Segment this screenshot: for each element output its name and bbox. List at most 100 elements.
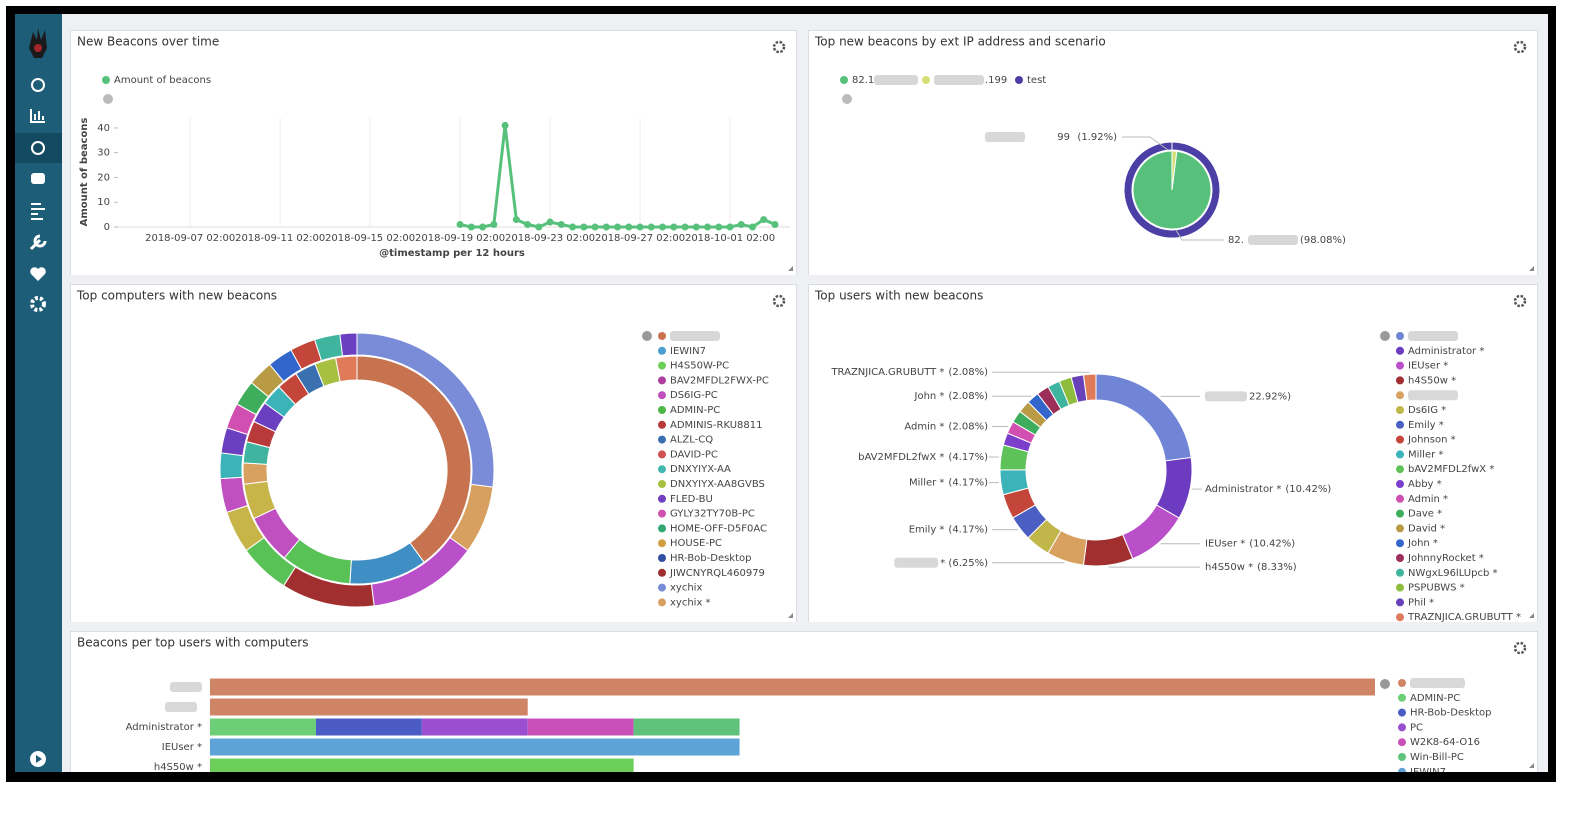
legend-label[interactable]: NWgxL96lLUpcb * xyxy=(1408,568,1497,579)
legend-label[interactable]: IEWIN7 xyxy=(670,346,706,357)
nav-devtools[interactable] xyxy=(29,234,47,251)
legend-label[interactable]: ADMIN-PC xyxy=(670,405,720,416)
legend-label[interactable]: Miller * xyxy=(1408,449,1443,460)
legend-swatch xyxy=(1396,524,1404,533)
legend-label[interactable]: JohnnyRocket * xyxy=(1407,553,1484,564)
legend-label[interactable]: FLED-BU xyxy=(670,494,713,505)
legend-label[interactable]: Ds6IG * xyxy=(1408,405,1446,416)
legend-swatch xyxy=(658,554,666,562)
legend-label[interactable]: DNXYIYX-AA8GVBS xyxy=(670,479,765,490)
legend-label[interactable]: David * xyxy=(1408,523,1445,534)
legend-swatch xyxy=(1398,723,1406,732)
legend-label[interactable]: HOUSE-PC xyxy=(670,538,722,549)
y-tick-label: IEUser * xyxy=(162,742,202,753)
legend-swatch xyxy=(658,391,666,400)
legend-label[interactable]: HR-Bob-Desktop xyxy=(1410,708,1492,719)
legend-label[interactable]: TRAZNJICA.GRUBUTT * xyxy=(1407,612,1521,623)
legend-collapse[interactable] xyxy=(1380,331,1390,341)
x-axis-label: @timestamp per 12 hours xyxy=(379,248,525,259)
line-point xyxy=(546,218,554,226)
legend-swatch xyxy=(840,76,848,84)
legend-label[interactable]: Phil * xyxy=(1408,597,1434,608)
legend-label[interactable]: ADMIN-PC xyxy=(1410,693,1460,704)
panel-settings[interactable] xyxy=(1513,40,1527,54)
legend-label[interactable]: 82.1 xyxy=(852,75,874,86)
legend-swatch xyxy=(1398,679,1406,687)
legend-label[interactable]: Dave * xyxy=(1408,509,1442,520)
legend-collapse[interactable] xyxy=(842,94,852,104)
legend-label[interactable]: Amount of beacons xyxy=(114,75,211,86)
line-point xyxy=(512,216,520,224)
legend-label[interactable]: IEUser * xyxy=(1408,361,1448,372)
legend-label[interactable]: Administrator * xyxy=(1408,346,1484,357)
line-point xyxy=(692,223,700,231)
legend-label[interactable]: xychix * xyxy=(670,597,711,608)
legend-swatch xyxy=(1396,332,1404,340)
legend-swatch xyxy=(1398,693,1406,702)
legend-label[interactable]: h4S50w * xyxy=(1408,375,1456,386)
legend-swatch xyxy=(658,480,666,488)
slice-label: IEUser * (10.42%) xyxy=(1205,539,1295,550)
legend-collapse[interactable] xyxy=(642,331,652,341)
resize-handle xyxy=(1529,763,1534,768)
legend-label[interactable]: H4S50W-PC xyxy=(670,361,729,372)
legend-label[interactable]: PSPUBWS * xyxy=(1408,583,1465,594)
legend-label[interactable]: test xyxy=(1027,75,1046,86)
redacted-text xyxy=(670,331,720,341)
logo[interactable] xyxy=(29,28,47,58)
legend-label[interactable]: Admin * xyxy=(1408,494,1448,505)
bar-segment xyxy=(210,738,740,756)
slice-label: bAV2MFDL2fwX * (4.17%) xyxy=(858,452,988,463)
panel-settings[interactable] xyxy=(1513,294,1527,308)
legend-label[interactable]: HR-Bob-Desktop xyxy=(670,553,752,564)
legend-collapse[interactable] xyxy=(103,94,113,104)
panel-title: Beacons per top users with computers xyxy=(77,636,308,650)
legend-label[interactable]: DAVID-PC xyxy=(670,449,718,460)
bar-segment xyxy=(633,718,740,736)
legend-label[interactable]: HOME-OFF-D5F0AC xyxy=(670,523,767,534)
y-axis-label: Amount of beacons xyxy=(79,118,90,227)
legend-label[interactable]: JIWCNYRQL460979 xyxy=(669,568,765,579)
line-point xyxy=(456,221,464,229)
legend-label[interactable]: PC xyxy=(1410,722,1423,733)
legend-label[interactable]: John * xyxy=(1407,538,1438,549)
nav-timelion[interactable] xyxy=(31,173,45,184)
legend-label[interactable]: W2K8-64-O16 xyxy=(1410,737,1480,748)
legend-swatch xyxy=(922,76,930,84)
panel-settings[interactable] xyxy=(1513,641,1527,655)
panel-settings[interactable] xyxy=(772,294,786,308)
slice-name: h4S50w * xyxy=(1205,562,1253,573)
legend-swatch xyxy=(658,465,666,474)
legend-label[interactable]: DS6IG-PC xyxy=(670,390,718,401)
nav-dashboard[interactable] xyxy=(31,141,45,155)
legend-label[interactable]: ADMINIS-RKU8811 xyxy=(670,420,763,431)
nav-management[interactable] xyxy=(30,296,46,312)
slice-label: John * (2.08%) xyxy=(914,391,989,402)
nav-discover[interactable] xyxy=(31,78,45,92)
slice-label: TRAZNJICA.GRUBUTT * (2.08%) xyxy=(830,367,988,378)
legend-swatch xyxy=(658,598,666,607)
slice-name: IEUser * xyxy=(1205,539,1245,550)
legend-label[interactable]: ALZL-CQ xyxy=(670,435,713,446)
legend-collapse[interactable] xyxy=(1380,679,1390,689)
legend-label[interactable]: GYLY32TY70B-PC xyxy=(670,509,755,520)
legend-label[interactable]: Emily * xyxy=(1408,420,1444,431)
legend-label[interactable]: BAV2MFDL2FWX-PC xyxy=(670,375,769,386)
panel-settings[interactable] xyxy=(772,40,786,54)
legend-swatch xyxy=(658,406,666,414)
y-tick-label: 30 xyxy=(97,148,110,159)
nav-monitoring[interactable] xyxy=(30,267,46,281)
legend-label[interactable]: IEWIN7 xyxy=(1410,767,1446,778)
nav-apm[interactable] xyxy=(31,203,45,220)
legend-label[interactable]: Win-Bill-PC xyxy=(1410,752,1464,763)
legend-label[interactable]: Johnson * xyxy=(1407,435,1456,446)
line-point xyxy=(580,223,588,231)
legend-label[interactable]: bAV2MFDL2fwX * xyxy=(1408,464,1494,475)
legend-label[interactable]: xychix xyxy=(670,583,702,594)
legend-label[interactable]: .199 xyxy=(985,75,1007,86)
legend-label[interactable]: Abby * xyxy=(1408,479,1442,490)
nav-visualize[interactable] xyxy=(30,109,45,123)
legend-label[interactable]: DNXYIYX-AA xyxy=(670,464,731,475)
leader-line xyxy=(1175,229,1224,241)
